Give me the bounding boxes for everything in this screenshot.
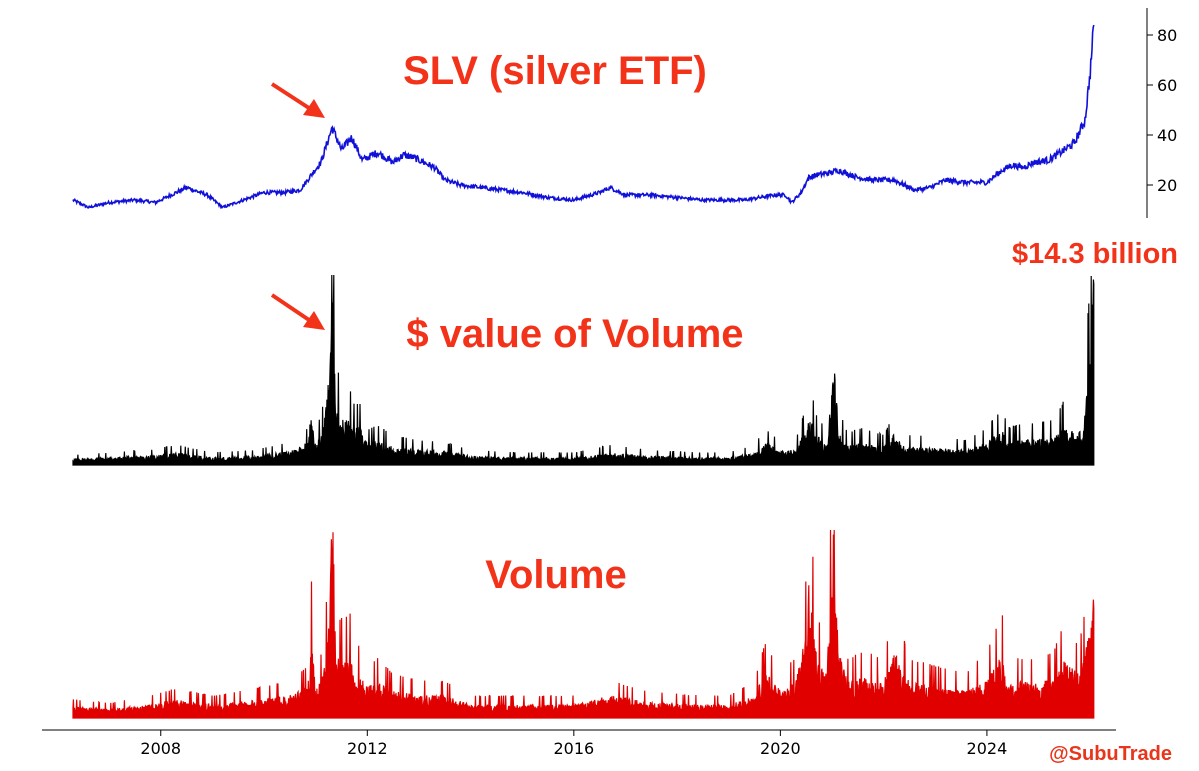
- volume-annotation: Volume: [485, 553, 627, 597]
- watermark-handle: @SubuTrade: [1049, 743, 1172, 765]
- dollar-volume-series: [72, 274, 1095, 466]
- volume-panel: Volume: [72, 529, 1095, 719]
- peak-value-label: $14.3 billion: [1012, 238, 1178, 270]
- x-tick-label: 2020: [760, 739, 801, 758]
- price-y-tick-label: 40: [1157, 126, 1177, 145]
- price-panel: 20 40 60 80 SLV (silver ETF): [72, 8, 1177, 218]
- x-tick-label: 2024: [967, 739, 1008, 758]
- price-y-ticks: 20 40 60 80: [1147, 26, 1177, 195]
- price-y-tick-label: 80: [1157, 26, 1177, 45]
- price-y-tick-label: 20: [1157, 176, 1177, 195]
- peak-arrows: [270, 82, 325, 330]
- volume-peak-arrow: [270, 293, 325, 330]
- x-tick-label: 2012: [347, 739, 388, 758]
- dollar-volume-panel: $ value of Volume $14.3 billion: [72, 238, 1178, 466]
- price-series-line: [72, 24, 1095, 210]
- x-tick-label: 2008: [140, 739, 181, 758]
- x-ticks: 2008 2012 2016 2020 2024: [140, 730, 1007, 758]
- dollar-volume-annotation: $ value of Volume: [406, 312, 743, 356]
- price-y-tick-label: 60: [1157, 76, 1177, 95]
- price-peak-arrow: [270, 82, 325, 118]
- x-tick-label: 2016: [553, 739, 594, 758]
- volume-series: [72, 529, 1095, 719]
- price-annotation: SLV (silver ETF): [403, 49, 707, 93]
